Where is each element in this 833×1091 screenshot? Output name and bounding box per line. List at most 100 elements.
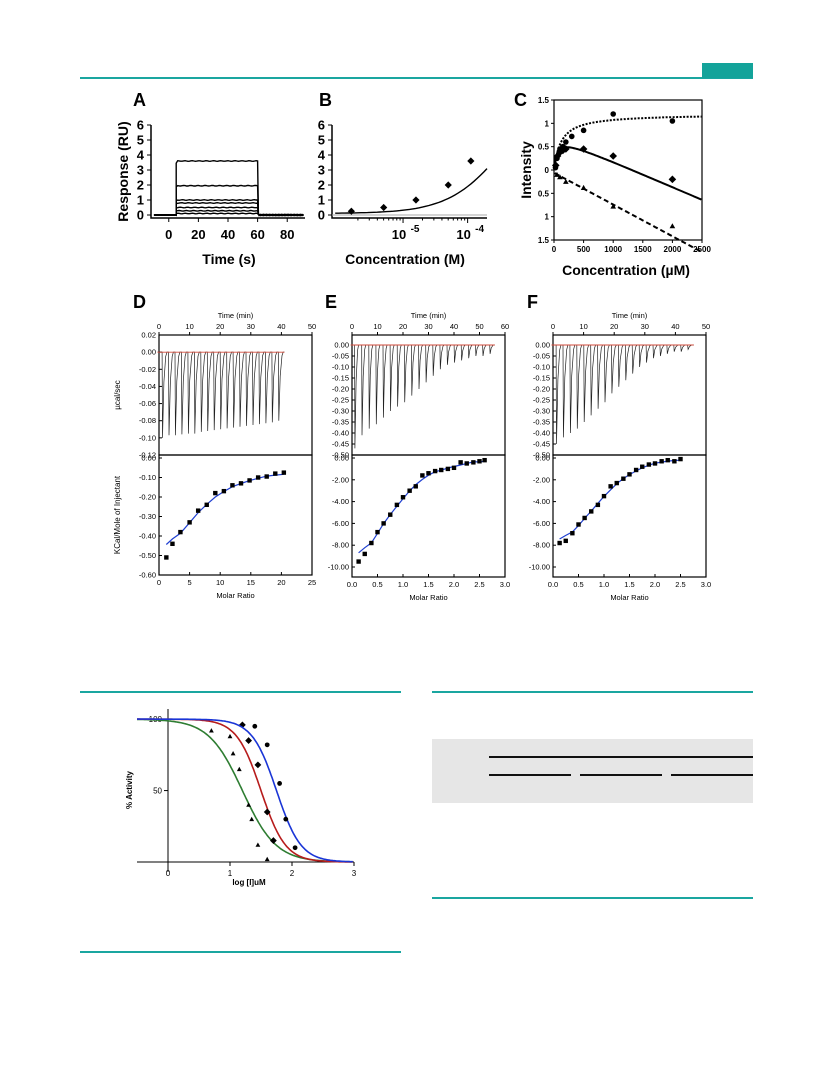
- panel-d-top-xtick-label: 20: [216, 322, 224, 331]
- panel-e-top-xlabel: Time (min): [411, 311, 447, 320]
- panel-e-bottom-xtick-label: 0.0: [347, 580, 357, 589]
- panel-c-point-triangle: [669, 223, 676, 229]
- panel-e-bottom-xtick-label: 1.5: [423, 580, 433, 589]
- panel-g-point-triangle: [255, 842, 261, 847]
- panel-b-xtick-label: 10: [456, 227, 470, 242]
- panel-g-point-triangle: [227, 733, 233, 739]
- panel-b-point: [467, 157, 475, 165]
- panel-g-point-circle: [252, 723, 258, 729]
- panel-b-axes: [331, 125, 487, 219]
- panel-d-point: [170, 541, 175, 546]
- panel-g-xtick-label: 0: [166, 869, 171, 878]
- panel-a-xtick-label: 20: [191, 227, 205, 242]
- panel-a-ytick-label: 0: [137, 208, 144, 223]
- panel-f-bottom-ytick-label: -8.00: [533, 541, 550, 550]
- panel-g-point-diamond: [254, 761, 262, 769]
- panel-f-thermogram: [551, 344, 694, 445]
- panel-d-bottom-xtick-label: 15: [247, 578, 255, 587]
- panel-a-xtick-label: 80: [280, 227, 294, 242]
- panel-c-fit-diamond: [553, 146, 702, 201]
- panel-g-point-diamond: [270, 837, 277, 844]
- panel-c-point-diamond: [668, 175, 677, 184]
- panel-c-ylabel: Intensity: [518, 141, 534, 199]
- panel-e-point: [375, 529, 380, 535]
- panel-c-point-diamond: [579, 145, 588, 153]
- panel-f-bottom-ytick-label: -2.00: [533, 475, 550, 484]
- panel-f-top-ytick-label: -0.45: [533, 440, 550, 449]
- panel-f-point: [678, 456, 683, 462]
- panel-c-point-triangle: [580, 184, 587, 190]
- panel-letter-c: C: [514, 90, 527, 110]
- panel-e-point: [407, 488, 412, 493]
- panel-f-top-xtick-label: 20: [610, 322, 618, 331]
- panel-e-top-xtick-label: 60: [501, 322, 509, 331]
- panel-e-point: [369, 540, 374, 546]
- panel-letter-d: D: [133, 292, 146, 312]
- panel-c-ytick-label: 1.5: [538, 236, 550, 245]
- panel-f-top-ytick-label: -0.05: [533, 352, 550, 361]
- panel-d-top-ylabel: µcal/sec: [113, 380, 122, 410]
- panel-c-point-triangle: [563, 178, 569, 184]
- panel-c-xtick-label: 2500: [693, 245, 711, 254]
- panel-f-top-frame: [552, 334, 707, 456]
- panel-a-xtick-label: 0: [165, 227, 172, 242]
- table-line-3: [671, 774, 753, 776]
- panel-d-point: [164, 555, 169, 560]
- panel-d-fit-curve: [165, 473, 284, 545]
- panel-e-point: [356, 559, 361, 564]
- panel-f-point: [640, 464, 645, 469]
- panel-f-top-ytick-label: -0.50: [533, 451, 550, 460]
- panel-g-point-diamond: [263, 808, 271, 816]
- panel-letter-b: B: [319, 90, 332, 110]
- panel-d-point: [255, 475, 261, 480]
- panel-b-xtick-label: 10: [392, 227, 406, 242]
- panel-e-point: [445, 466, 451, 472]
- panel-e-top-xtick-label: 40: [450, 322, 458, 331]
- panel-a-xlabel: Time (s): [202, 251, 255, 267]
- footer-rule: [80, 951, 401, 953]
- panel-c-ytick-label: 1: [545, 213, 550, 222]
- panel-f-point: [665, 457, 670, 463]
- panel-c-xtick-label: 1500: [634, 245, 652, 254]
- table-line-2: [580, 774, 662, 776]
- panel-e-bottom-xtick-label: 1.0: [398, 580, 408, 589]
- panel-c-point-circle: [568, 133, 575, 140]
- panel-g-xtick-label: 2: [290, 869, 295, 878]
- panel-g-point-triangle: [209, 728, 214, 733]
- panel-e-point: [464, 461, 469, 466]
- panel-d-point: [195, 508, 201, 513]
- panel-d-bottom-ytick-label: -0.40: [139, 532, 156, 541]
- panel-c-point-diamond: [553, 152, 562, 160]
- panel-c-point-diamond: [609, 152, 617, 160]
- panel-f-point: [672, 459, 677, 464]
- panel-d-top-xtick-label: 50: [308, 322, 316, 331]
- panel-c-ytick-label: 0.5: [538, 143, 550, 152]
- panel-f-bottom-xtick-label: 2.5: [675, 580, 685, 589]
- panel-f-top-xlabel: Time (min): [612, 311, 648, 320]
- panel-f-top-ytick-label: -0.20: [533, 385, 550, 394]
- panel-b-ytick-label: 5: [318, 133, 325, 148]
- panel-d-top-ytick-label: -0.04: [139, 382, 156, 391]
- panel-d-bottom-frame: [158, 454, 313, 576]
- panel-e-point: [381, 521, 386, 526]
- panel-e-top-xtick-label: 10: [373, 322, 381, 331]
- panel-e-point: [471, 460, 476, 465]
- panel-f-point: [601, 493, 607, 499]
- panel-e-bottom-xlabel: Molar Ratio: [409, 593, 447, 602]
- panel-a-ytick-label: 2: [137, 178, 144, 193]
- panel-d-bottom-xtick-label: 25: [308, 578, 316, 587]
- panel-e-bottom-ytick-label: 0.00: [334, 454, 349, 463]
- panel-d-bottom-xlabel: Molar Ratio: [216, 591, 254, 600]
- panel-c-ytick-label: 1.5: [538, 96, 550, 105]
- panel-b-point: [444, 181, 452, 189]
- panel-d-point: [221, 488, 227, 494]
- panel-g-ytick-label: 50: [153, 787, 162, 796]
- panel-f-point: [646, 462, 652, 467]
- panel-a-ylabel: Response (RU): [115, 121, 131, 221]
- panel-f-top-ytick-label: -0.25: [533, 396, 550, 405]
- panel-e-point: [439, 467, 444, 473]
- panel-e-bottom-ytick-label: -8.00: [332, 541, 349, 550]
- panel-b-ytick-label: 6: [318, 118, 325, 133]
- panel-e-top-xtick-label: 20: [399, 322, 407, 331]
